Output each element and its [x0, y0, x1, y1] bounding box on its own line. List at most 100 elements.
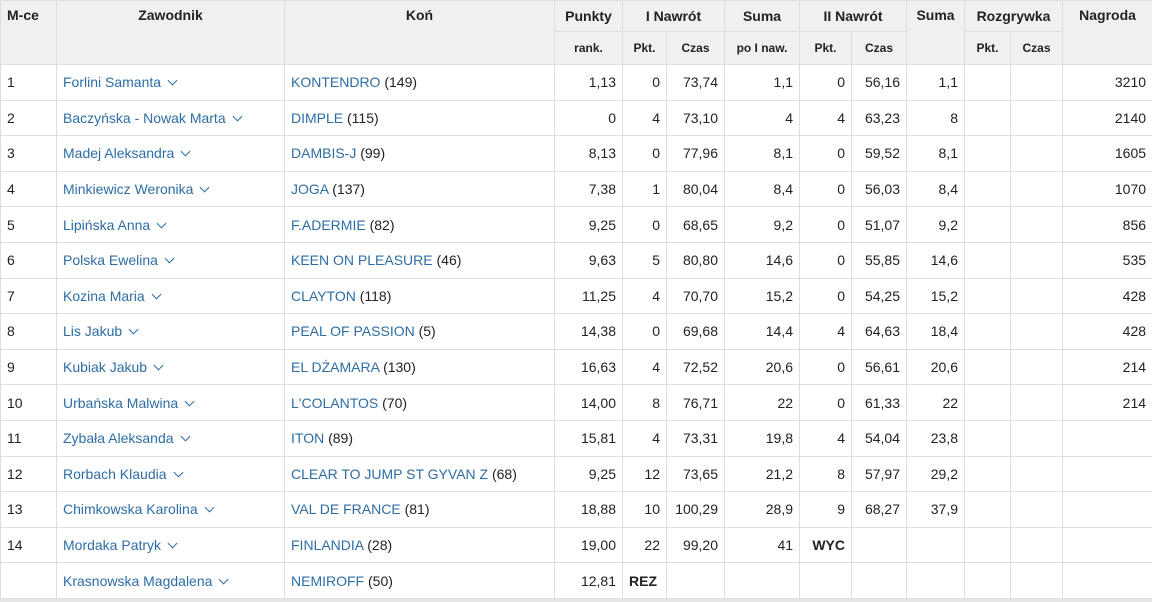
prize-cell: 428 [1063, 314, 1152, 350]
round2-time-cell: 51,07 [852, 207, 907, 243]
round2-points-cell: 0 [800, 207, 852, 243]
horse-link[interactable]: DIMPLE [291, 110, 343, 126]
chevron-down-icon[interactable] [154, 361, 164, 371]
sum1-cell: 14,6 [725, 242, 800, 278]
chevron-down-icon[interactable] [173, 467, 183, 477]
chevron-down-icon[interactable] [129, 325, 139, 335]
round1-points-cell: 22 [623, 527, 667, 563]
place-cell: 2 [1, 100, 57, 136]
rider-link[interactable]: Urbańska Malwina [63, 395, 178, 411]
round1-time-cell: 80,04 [667, 171, 725, 207]
prize-cell: 214 [1063, 385, 1152, 421]
jumpoff-time-cell [1011, 349, 1063, 385]
chevron-down-icon[interactable] [168, 76, 178, 86]
col-r2-pkt-subheader: Pkt. [800, 32, 852, 65]
round2-points-cell: 0 [800, 171, 852, 207]
chevron-down-icon[interactable] [181, 147, 191, 157]
jumpoff-points-cell [965, 385, 1011, 421]
horse-number: (130) [383, 359, 416, 375]
horse-link[interactable]: NEMIROFF [291, 573, 364, 589]
chevron-down-icon[interactable] [157, 218, 167, 228]
round2-points-cell: 0 [800, 278, 852, 314]
rider-link[interactable]: Mordaka Patryk [63, 537, 161, 553]
round1-points-cell: 5 [623, 242, 667, 278]
rank-points-cell: 1,13 [555, 65, 623, 101]
chevron-down-icon[interactable] [180, 432, 190, 442]
horse-link[interactable]: KONTENDRO [291, 74, 380, 90]
rider-link[interactable]: Chimkowska Karolina [63, 501, 198, 517]
rider-link[interactable]: Kubiak Jakub [63, 359, 147, 375]
rider-link[interactable]: Lipińska Anna [63, 217, 150, 233]
horse-link[interactable]: PEAL OF PASSION [291, 323, 415, 339]
jumpoff-time-cell [1011, 527, 1063, 563]
horse-cell: CLEAR TO JUMP ST GYVAN Z (68) [285, 456, 555, 492]
col-sum2-header: Suma [907, 1, 965, 65]
chevron-down-icon[interactable] [164, 254, 174, 264]
rider-link[interactable]: Forlini Samanta [63, 74, 161, 90]
sum1-cell: 20,6 [725, 349, 800, 385]
rank-points-cell: 18,88 [555, 492, 623, 528]
round1-time-cell: 72,52 [667, 349, 725, 385]
horse-cell: KONTENDRO (149) [285, 65, 555, 101]
sum2-cell: 18,4 [907, 314, 965, 350]
prize-cell: 3210 [1063, 65, 1152, 101]
horse-link[interactable]: KEEN ON PLEASURE [291, 252, 433, 268]
round2-time-cell: 63,23 [852, 100, 907, 136]
chevron-down-icon[interactable] [200, 183, 210, 193]
round1-points-cell: 10 [623, 492, 667, 528]
horse-cell: KEEN ON PLEASURE (46) [285, 242, 555, 278]
round1-time-cell: 100,29 [667, 492, 725, 528]
chevron-down-icon[interactable] [204, 503, 214, 513]
sum2-cell: 37,9 [907, 492, 965, 528]
horse-link[interactable]: CLEAR TO JUMP ST GYVAN Z [291, 466, 488, 482]
round1-time-cell: 70,70 [667, 278, 725, 314]
rank-points-cell: 12,81 [555, 563, 623, 599]
rider-link[interactable]: Kozina Maria [63, 288, 145, 304]
rider-link[interactable]: Lis Jakub [63, 323, 122, 339]
rider-link[interactable]: Baczyńska - Nowak Marta [63, 110, 226, 126]
round2-time-cell: 61,33 [852, 385, 907, 421]
horse-link[interactable]: VAL DE FRANCE [291, 501, 401, 517]
rider-cell: Lipińska Anna [57, 207, 285, 243]
chevron-down-icon[interactable] [185, 396, 195, 406]
sum1-cell: 1,1 [725, 65, 800, 101]
jumpoff-points-cell [965, 420, 1011, 456]
rider-link[interactable]: Zybała Aleksanda [63, 430, 174, 446]
rank-points-cell: 14,38 [555, 314, 623, 350]
horse-cell: F.ADERMIE (82) [285, 207, 555, 243]
round1-time-cell: 69,68 [667, 314, 725, 350]
horse-link[interactable]: ITON [291, 430, 324, 446]
rider-link[interactable]: Krasnowska Magdalena [63, 573, 212, 589]
round1-points-cell: 0 [623, 65, 667, 101]
rider-cell: Zybała Aleksanda [57, 420, 285, 456]
horse-link[interactable]: F.ADERMIE [291, 217, 366, 233]
col-rank-subheader: rank. [555, 32, 623, 65]
horse-link[interactable]: JOGA [291, 181, 328, 197]
jumpoff-time-cell [1011, 171, 1063, 207]
horse-link[interactable]: L'COLANTOS [291, 395, 378, 411]
chevron-down-icon[interactable] [168, 539, 178, 549]
rider-link[interactable]: Rorbach Klaudia [63, 466, 167, 482]
jumpoff-points-cell [965, 349, 1011, 385]
rider-link[interactable]: Minkiewicz Weronika [63, 181, 193, 197]
horse-link[interactable]: FINLANDIA [291, 537, 363, 553]
horse-link[interactable]: EL DŻAMARA [291, 359, 379, 375]
horse-link[interactable]: DAMBIS-J [291, 145, 356, 161]
chevron-down-icon[interactable] [219, 574, 229, 584]
horse-link[interactable]: CLAYTON [291, 288, 356, 304]
rider-cell: Minkiewicz Weronika [57, 171, 285, 207]
sum2-cell: 20,6 [907, 349, 965, 385]
jumpoff-points-cell [965, 207, 1011, 243]
round2-time-cell: 57,97 [852, 456, 907, 492]
chevron-down-icon[interactable] [232, 111, 242, 121]
prize-cell [1063, 563, 1152, 599]
chevron-down-icon[interactable] [151, 289, 161, 299]
jumpoff-points-cell [965, 492, 1011, 528]
rider-link[interactable]: Polska Ewelina [63, 252, 158, 268]
rider-link[interactable]: Madej Aleksandra [63, 145, 174, 161]
